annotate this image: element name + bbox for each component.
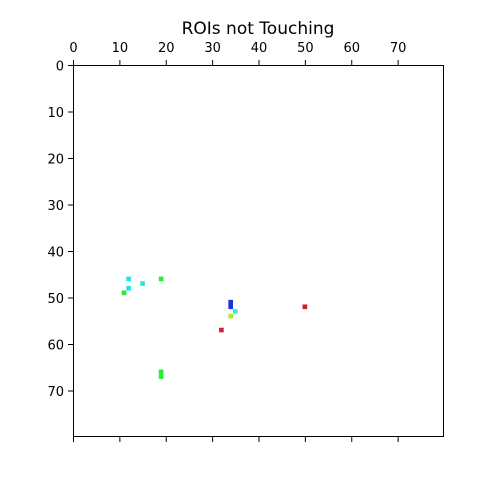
roi-pixel (302, 304, 308, 310)
y-tick-label: 70 (47, 385, 64, 400)
roi-pixel (121, 290, 127, 296)
roi-pixel (232, 309, 238, 314)
x-tick-label: 50 (297, 41, 314, 56)
roi-pixels (121, 276, 308, 379)
roi-pixel (140, 281, 145, 286)
y-axis: 0 10 20 30 40 50 60 70 (47, 60, 73, 400)
y-tick-label: 10 (47, 106, 64, 121)
x-tick-label: 70 (390, 41, 407, 56)
x-tick-label: 40 (251, 41, 268, 56)
roi-pixel (228, 299, 233, 305)
x-axis-top: 0 10 20 30 40 50 60 70 (69, 41, 406, 65)
y-tick-label: 50 (47, 292, 64, 307)
plot-background (73, 65, 444, 437)
x-tick-label: 20 (158, 41, 175, 56)
x-axis-bottom (73, 437, 399, 442)
roi-pixel (126, 276, 131, 282)
roi-pixel (228, 313, 233, 319)
y-tick-label: 30 (47, 199, 64, 214)
roi-pixel (158, 369, 164, 375)
chart-title: ROIs not Touching (182, 19, 335, 39)
roi-pixel (158, 276, 164, 282)
y-tick-label: 40 (47, 246, 64, 261)
roi-pixel (228, 304, 233, 310)
roi-pixel (158, 374, 164, 379)
x-tick-label: 60 (343, 41, 360, 56)
x-tick-label: 10 (112, 41, 129, 56)
roi-pixel (219, 327, 224, 333)
y-tick-label: 60 (47, 339, 64, 354)
x-tick-label: 0 (69, 41, 77, 56)
x-tick-label: 30 (204, 41, 221, 56)
plot-frame (73, 65, 444, 437)
y-tick-label: 0 (56, 60, 64, 75)
roi-pixel (126, 285, 131, 291)
plot-area (73, 65, 444, 437)
y-tick-label: 20 (47, 153, 64, 168)
